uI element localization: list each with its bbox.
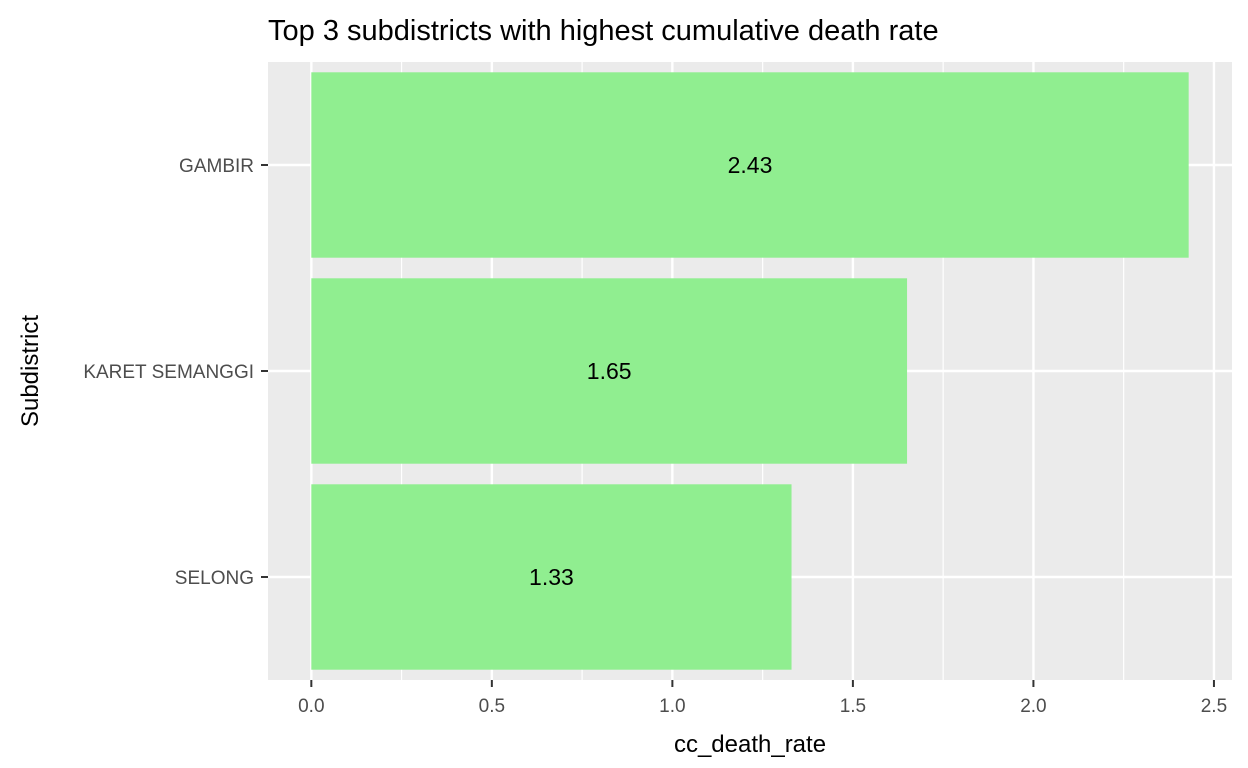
x-axis: 0.0 0.5 1.0 1.5 2.0 2.5 — [298, 680, 1227, 717]
x-tick-label: 2.0 — [1020, 696, 1046, 717]
bar — [311, 72, 1189, 258]
y-tick-label: KARET SEMANGGI — [83, 362, 254, 383]
bar-value-label: 2.43 — [728, 152, 773, 178]
bars — [311, 72, 1189, 670]
chart-title: Top 3 subdistricts with highest cumulati… — [268, 15, 939, 47]
y-axis-title: Subdistrict — [17, 315, 44, 427]
y-tick-label: GAMBIR — [179, 156, 254, 177]
y-tick-label: SELONG — [175, 568, 254, 589]
x-axis-title: cc_death_rate — [674, 731, 826, 758]
y-axis: GAMBIR KARET SEMANGGI SELONG — [83, 156, 268, 589]
x-tick-label: 1.0 — [659, 696, 685, 717]
bar — [311, 278, 908, 464]
data-labels: 2.43 1.65 1.33 — [529, 152, 772, 590]
x-tick-label: 1.5 — [840, 696, 866, 717]
x-tick-label: 0.5 — [479, 696, 505, 717]
x-tick-label: 2.5 — [1201, 696, 1227, 717]
x-tick-label: 0.0 — [298, 696, 324, 717]
bar-value-label: 1.33 — [529, 564, 574, 590]
bar — [311, 484, 792, 670]
bar-value-label: 1.65 — [587, 358, 632, 384]
